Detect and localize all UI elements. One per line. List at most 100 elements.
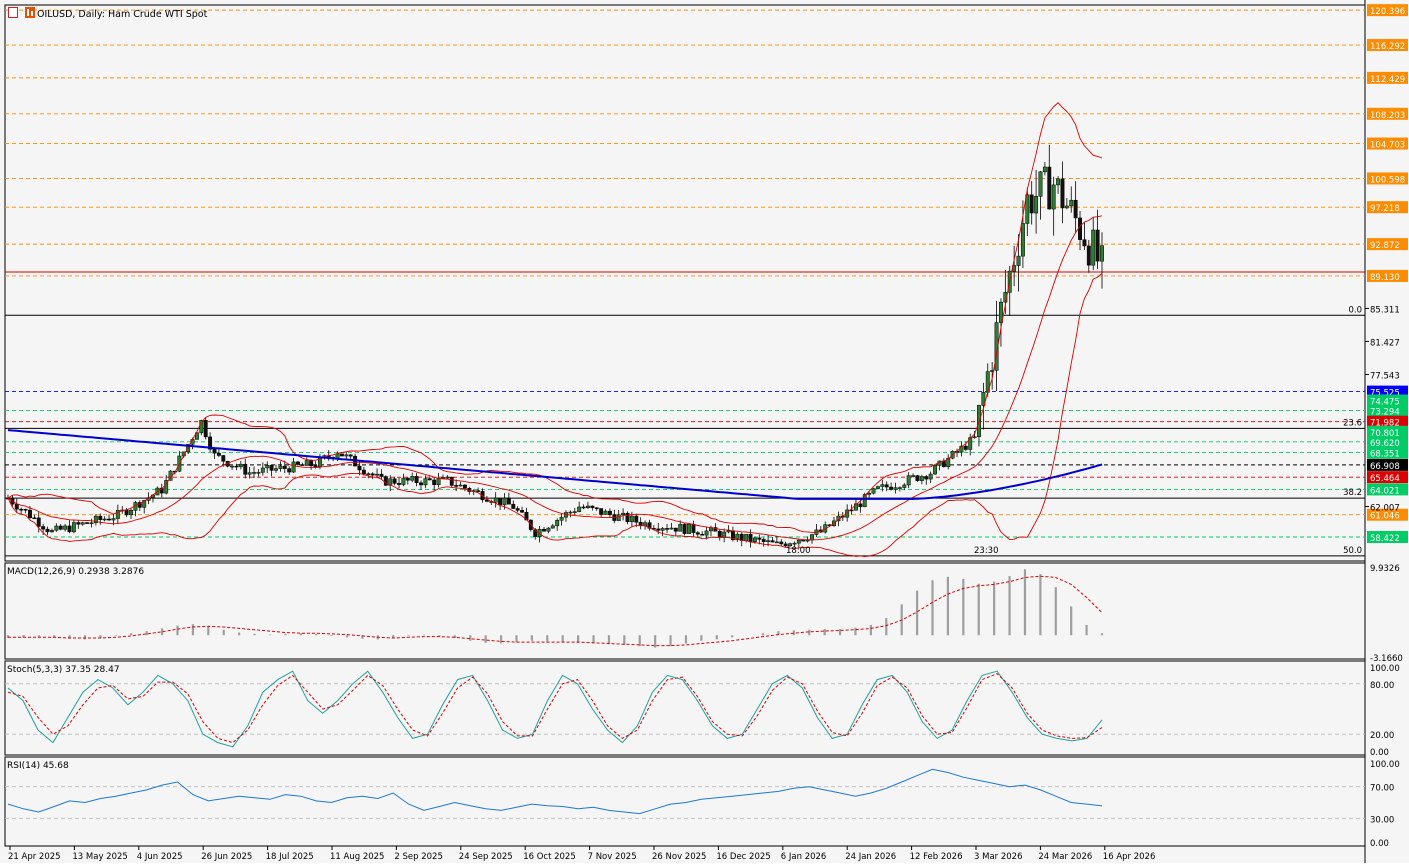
candle-down bbox=[300, 464, 305, 466]
bars-icon[interactable] bbox=[25, 7, 35, 18]
candle-up bbox=[577, 506, 582, 512]
candle-up bbox=[704, 530, 709, 536]
candle-down bbox=[313, 465, 318, 468]
candle-up bbox=[805, 539, 810, 542]
candle-up bbox=[1091, 229, 1096, 266]
candle-up bbox=[164, 480, 169, 494]
price-tag-bg bbox=[1367, 458, 1408, 471]
candle-up bbox=[735, 533, 740, 540]
price-tag-label: 61.046 bbox=[1370, 512, 1400, 522]
price-tag-bg bbox=[1367, 508, 1408, 521]
candle-up bbox=[687, 523, 691, 534]
candle-down bbox=[203, 420, 208, 438]
candle-down bbox=[19, 508, 24, 511]
price-tag-label: 89.130 bbox=[1370, 273, 1400, 283]
candle-up bbox=[862, 494, 867, 508]
candle-down bbox=[515, 508, 520, 511]
rsi-tick-label: 0.00 bbox=[1370, 839, 1389, 849]
price-tag-bg bbox=[1367, 415, 1408, 428]
candle-up bbox=[629, 515, 634, 523]
candle-up bbox=[586, 505, 590, 509]
candle-down bbox=[1029, 194, 1034, 214]
candle-up bbox=[893, 487, 898, 490]
frame-layer bbox=[4, 0, 1366, 863]
price-tag-label: 65.464 bbox=[1370, 474, 1400, 484]
rsi-tick-label: 100.00 bbox=[1370, 760, 1400, 770]
candle-up bbox=[142, 500, 147, 508]
candle-down bbox=[673, 527, 678, 532]
candle-up bbox=[366, 473, 371, 475]
candle-down bbox=[607, 510, 612, 515]
time-tick-label: 26 Nov 2025 bbox=[652, 852, 706, 862]
macd-title: MACD(12,26,9) 0.2938 3.2876 bbox=[7, 567, 144, 577]
price-tag-label: 104.703 bbox=[1370, 141, 1405, 151]
candle-down bbox=[858, 503, 863, 508]
candle-down bbox=[757, 537, 762, 540]
candle-down bbox=[379, 473, 384, 477]
stoch-panel bbox=[5, 670, 1365, 748]
candle-down bbox=[779, 541, 784, 545]
candle-down bbox=[1078, 217, 1082, 240]
candle-up bbox=[436, 478, 441, 485]
candle-up bbox=[810, 534, 814, 541]
candle-down bbox=[414, 476, 419, 484]
candle-up bbox=[1025, 194, 1030, 224]
price-tag-bg bbox=[1367, 471, 1408, 484]
candle-down bbox=[1073, 199, 1078, 219]
candle-up bbox=[726, 530, 731, 533]
candle-down bbox=[1047, 166, 1052, 210]
candle-down bbox=[124, 509, 129, 516]
candle-up bbox=[752, 537, 757, 542]
candle-down bbox=[107, 518, 112, 521]
candle-up bbox=[71, 522, 76, 533]
candle-down bbox=[98, 515, 103, 520]
candle-down bbox=[221, 455, 226, 462]
time-tick-label: 16 Oct 2025 bbox=[523, 852, 576, 862]
macd-tick-label: -3.1660 bbox=[1370, 654, 1403, 664]
price-tag-bg bbox=[1367, 446, 1408, 459]
time-tick-label: 24 Jan 2026 bbox=[845, 852, 896, 862]
candle-down bbox=[915, 475, 920, 481]
price-tag-bg bbox=[1367, 404, 1408, 417]
candle-down bbox=[36, 517, 41, 527]
candle-up bbox=[410, 476, 415, 481]
candle-down bbox=[770, 540, 775, 543]
candle-down bbox=[45, 528, 50, 533]
candle-down bbox=[506, 497, 511, 505]
stoch-tick-label: 0.00 bbox=[1370, 748, 1389, 758]
time-tick-label: 16 Dec 2025 bbox=[716, 852, 770, 862]
candle-up bbox=[537, 528, 542, 537]
candle-down bbox=[216, 452, 221, 456]
candle-up bbox=[401, 477, 406, 485]
fib-label: 23.6 bbox=[1343, 418, 1362, 428]
candle-down bbox=[590, 505, 595, 508]
candle-down bbox=[14, 503, 19, 510]
candle-down bbox=[67, 525, 72, 533]
candle-down bbox=[208, 436, 213, 450]
candle-up bbox=[335, 453, 340, 459]
candle-up bbox=[111, 518, 116, 521]
candle-down bbox=[419, 482, 423, 486]
price-tick-label: 85.311 bbox=[1370, 305, 1400, 315]
price-tag-bg bbox=[1367, 394, 1408, 407]
candle-down bbox=[1086, 245, 1091, 266]
rsi-title: RSI(14) 45.68 bbox=[7, 761, 69, 771]
candle-up bbox=[1100, 245, 1104, 262]
fib-label: 38.2 bbox=[1343, 488, 1362, 498]
candle-up bbox=[93, 515, 98, 524]
candle-down bbox=[594, 507, 599, 509]
price-tag-label: 64.021 bbox=[1370, 486, 1400, 496]
candle-up bbox=[278, 465, 283, 469]
price-tag-bg bbox=[1367, 201, 1408, 214]
candle-up bbox=[1042, 166, 1047, 173]
chart-icon-inner bbox=[9, 8, 17, 17]
candle-up bbox=[972, 436, 977, 439]
candle-up bbox=[744, 534, 749, 541]
time-tick-label: 7 Nov 2025 bbox=[588, 852, 637, 862]
candle-down bbox=[1060, 178, 1065, 209]
macd-tick-label: 9.9326 bbox=[1370, 564, 1400, 574]
candle-up bbox=[774, 541, 779, 544]
candle-up bbox=[247, 472, 252, 475]
candle-up bbox=[344, 454, 349, 457]
candle-down bbox=[713, 527, 718, 532]
